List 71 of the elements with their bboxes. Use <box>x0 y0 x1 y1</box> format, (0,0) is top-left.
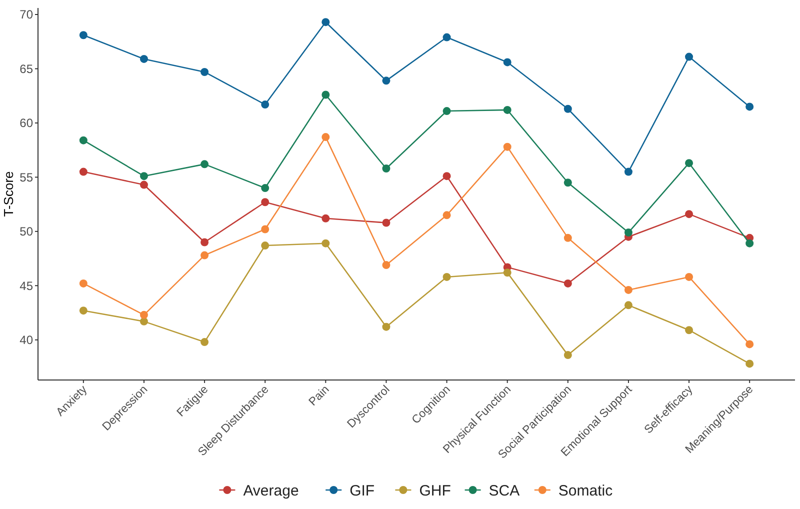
y-tick-label: 40 <box>20 333 34 348</box>
point <box>442 107 451 116</box>
y-tick-label: 45 <box>20 278 34 293</box>
point <box>261 100 270 109</box>
point <box>200 251 209 260</box>
point <box>685 159 694 168</box>
point <box>564 178 572 187</box>
point <box>503 106 512 114</box>
x-tick-label: Pain <box>307 384 332 408</box>
y-tick-label: 65 <box>20 62 34 76</box>
point <box>79 168 88 176</box>
point <box>79 136 88 144</box>
point <box>685 272 694 281</box>
point <box>746 102 754 111</box>
point <box>261 184 270 192</box>
point <box>442 272 451 281</box>
point <box>382 322 390 331</box>
point <box>140 172 148 180</box>
point <box>685 326 694 334</box>
point <box>322 239 330 248</box>
point <box>442 33 451 42</box>
point <box>564 279 572 288</box>
point <box>442 211 451 220</box>
legend-label: Somatic <box>558 482 614 500</box>
point <box>382 164 390 173</box>
point <box>200 160 209 168</box>
point <box>746 239 754 248</box>
point <box>322 18 330 26</box>
point <box>624 168 632 176</box>
point <box>79 31 88 40</box>
point <box>261 242 270 250</box>
point <box>624 286 632 294</box>
y-tick-label: 60 <box>20 116 34 130</box>
point <box>140 317 148 326</box>
point <box>382 261 390 270</box>
point <box>564 104 572 113</box>
point <box>564 351 572 360</box>
legend-label: GIF <box>350 482 375 500</box>
point <box>503 268 512 277</box>
legend-label: GHF <box>419 482 451 500</box>
point <box>624 301 632 310</box>
point <box>322 214 330 222</box>
point <box>442 172 451 180</box>
y-tick-label: 70 <box>20 8 34 22</box>
point <box>261 225 270 234</box>
point <box>79 306 88 315</box>
point <box>322 90 330 99</box>
point <box>200 338 209 346</box>
point <box>685 52 694 61</box>
point <box>746 340 754 348</box>
legend-label: Average <box>243 482 299 500</box>
point <box>322 133 330 142</box>
point <box>624 228 632 236</box>
legend-label: SCA <box>488 482 520 500</box>
point <box>140 54 148 63</box>
point <box>200 238 209 246</box>
y-tick-label: 55 <box>20 170 34 184</box>
point <box>79 279 88 288</box>
y-axis-title: T-Score <box>1 171 16 217</box>
point <box>140 310 148 319</box>
point <box>382 218 390 227</box>
point <box>382 76 390 85</box>
point <box>685 210 694 218</box>
point <box>746 360 754 368</box>
point <box>140 180 148 189</box>
point <box>503 142 512 151</box>
point <box>200 68 209 76</box>
y-tick-label: 50 <box>20 224 34 239</box>
point <box>503 58 512 66</box>
point <box>261 198 270 206</box>
point <box>564 234 572 242</box>
